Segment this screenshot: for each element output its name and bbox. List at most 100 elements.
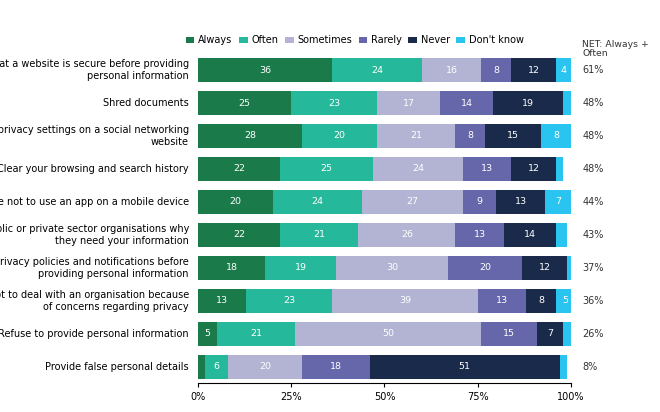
Text: Often: Often [582,49,608,58]
Text: 28: 28 [244,131,256,140]
Text: 15: 15 [507,131,519,140]
Bar [556,223,567,247]
Text: 26: 26 [401,230,412,239]
Text: 5: 5 [205,329,211,338]
Bar [198,289,246,313]
Text: 18: 18 [330,362,342,371]
Bar [556,289,575,313]
Bar [205,355,228,379]
Text: 24: 24 [312,197,323,206]
Text: 30: 30 [386,263,398,272]
Text: 12: 12 [527,66,540,75]
Text: 8: 8 [493,66,500,75]
Bar [481,58,512,82]
Bar [440,91,492,115]
Text: 22: 22 [233,164,245,173]
Text: 48%: 48% [582,131,603,141]
Bar [556,157,564,181]
Text: 8%: 8% [582,362,597,372]
Text: 21: 21 [410,131,422,140]
Text: 9: 9 [477,197,482,206]
Text: 48%: 48% [582,98,603,108]
Bar [496,190,544,214]
Bar [302,355,370,379]
Text: 17: 17 [403,98,414,108]
Text: 7: 7 [547,329,553,338]
Bar [291,91,377,115]
Bar [564,322,571,346]
Text: 13: 13 [481,164,493,173]
Text: 27: 27 [407,197,418,206]
Text: 13: 13 [515,197,527,206]
Text: 8: 8 [538,296,544,305]
Legend: Always, Often, Sometimes, Rarely, Never, Don't know: Always, Often, Sometimes, Rarely, Never,… [185,35,523,45]
Bar [455,223,504,247]
Bar [332,289,478,313]
Bar [370,355,560,379]
Text: 6: 6 [214,362,220,371]
Text: 18: 18 [226,263,238,272]
Text: 24: 24 [371,66,383,75]
Text: 39: 39 [399,296,411,305]
Bar [374,157,463,181]
Text: 20: 20 [334,131,346,140]
Bar [523,256,567,280]
Text: 21: 21 [249,329,262,338]
Bar [265,256,336,280]
Text: 25: 25 [239,98,251,108]
Bar [246,289,332,313]
Bar [526,289,556,313]
Text: 36%: 36% [582,296,603,306]
Text: 20: 20 [259,362,271,371]
Text: 25: 25 [321,164,333,173]
Bar [362,190,463,214]
Bar [544,190,571,214]
Bar [228,355,302,379]
Text: 48%: 48% [582,164,603,174]
Text: 12: 12 [539,263,551,272]
Bar [280,223,358,247]
Text: 61%: 61% [582,65,603,75]
Text: 20: 20 [479,263,491,272]
Text: 23: 23 [328,98,340,108]
Bar [198,223,280,247]
Text: 24: 24 [412,164,424,173]
Bar [280,157,374,181]
Bar [198,256,265,280]
Bar [485,124,541,148]
Text: 13: 13 [216,296,228,305]
Text: 12: 12 [527,164,540,173]
Bar [198,190,273,214]
Bar [512,58,556,82]
Text: 15: 15 [504,329,515,338]
Text: 20: 20 [229,197,242,206]
Bar [198,322,216,346]
Bar [556,58,571,82]
Text: 14: 14 [461,98,473,108]
Text: 36: 36 [259,66,271,75]
Bar [198,91,291,115]
Bar [273,190,362,214]
Text: 8: 8 [467,131,473,140]
Bar [302,124,377,148]
Text: 51: 51 [459,362,471,371]
Bar [463,157,512,181]
Text: 19: 19 [294,263,306,272]
Bar [216,322,295,346]
Text: 26%: 26% [582,329,604,339]
Text: 37%: 37% [582,263,604,273]
Text: 14: 14 [524,230,536,239]
Text: 21: 21 [314,230,325,239]
Bar [422,58,481,82]
Bar [198,157,280,181]
Bar [198,124,302,148]
Bar [567,256,575,280]
Text: 5: 5 [562,296,568,305]
Bar [358,223,455,247]
Bar [295,322,481,346]
Text: 13: 13 [496,296,508,305]
Text: NET: Always +: NET: Always + [582,40,649,49]
Bar [512,157,556,181]
Bar [537,322,564,346]
Bar [448,256,523,280]
